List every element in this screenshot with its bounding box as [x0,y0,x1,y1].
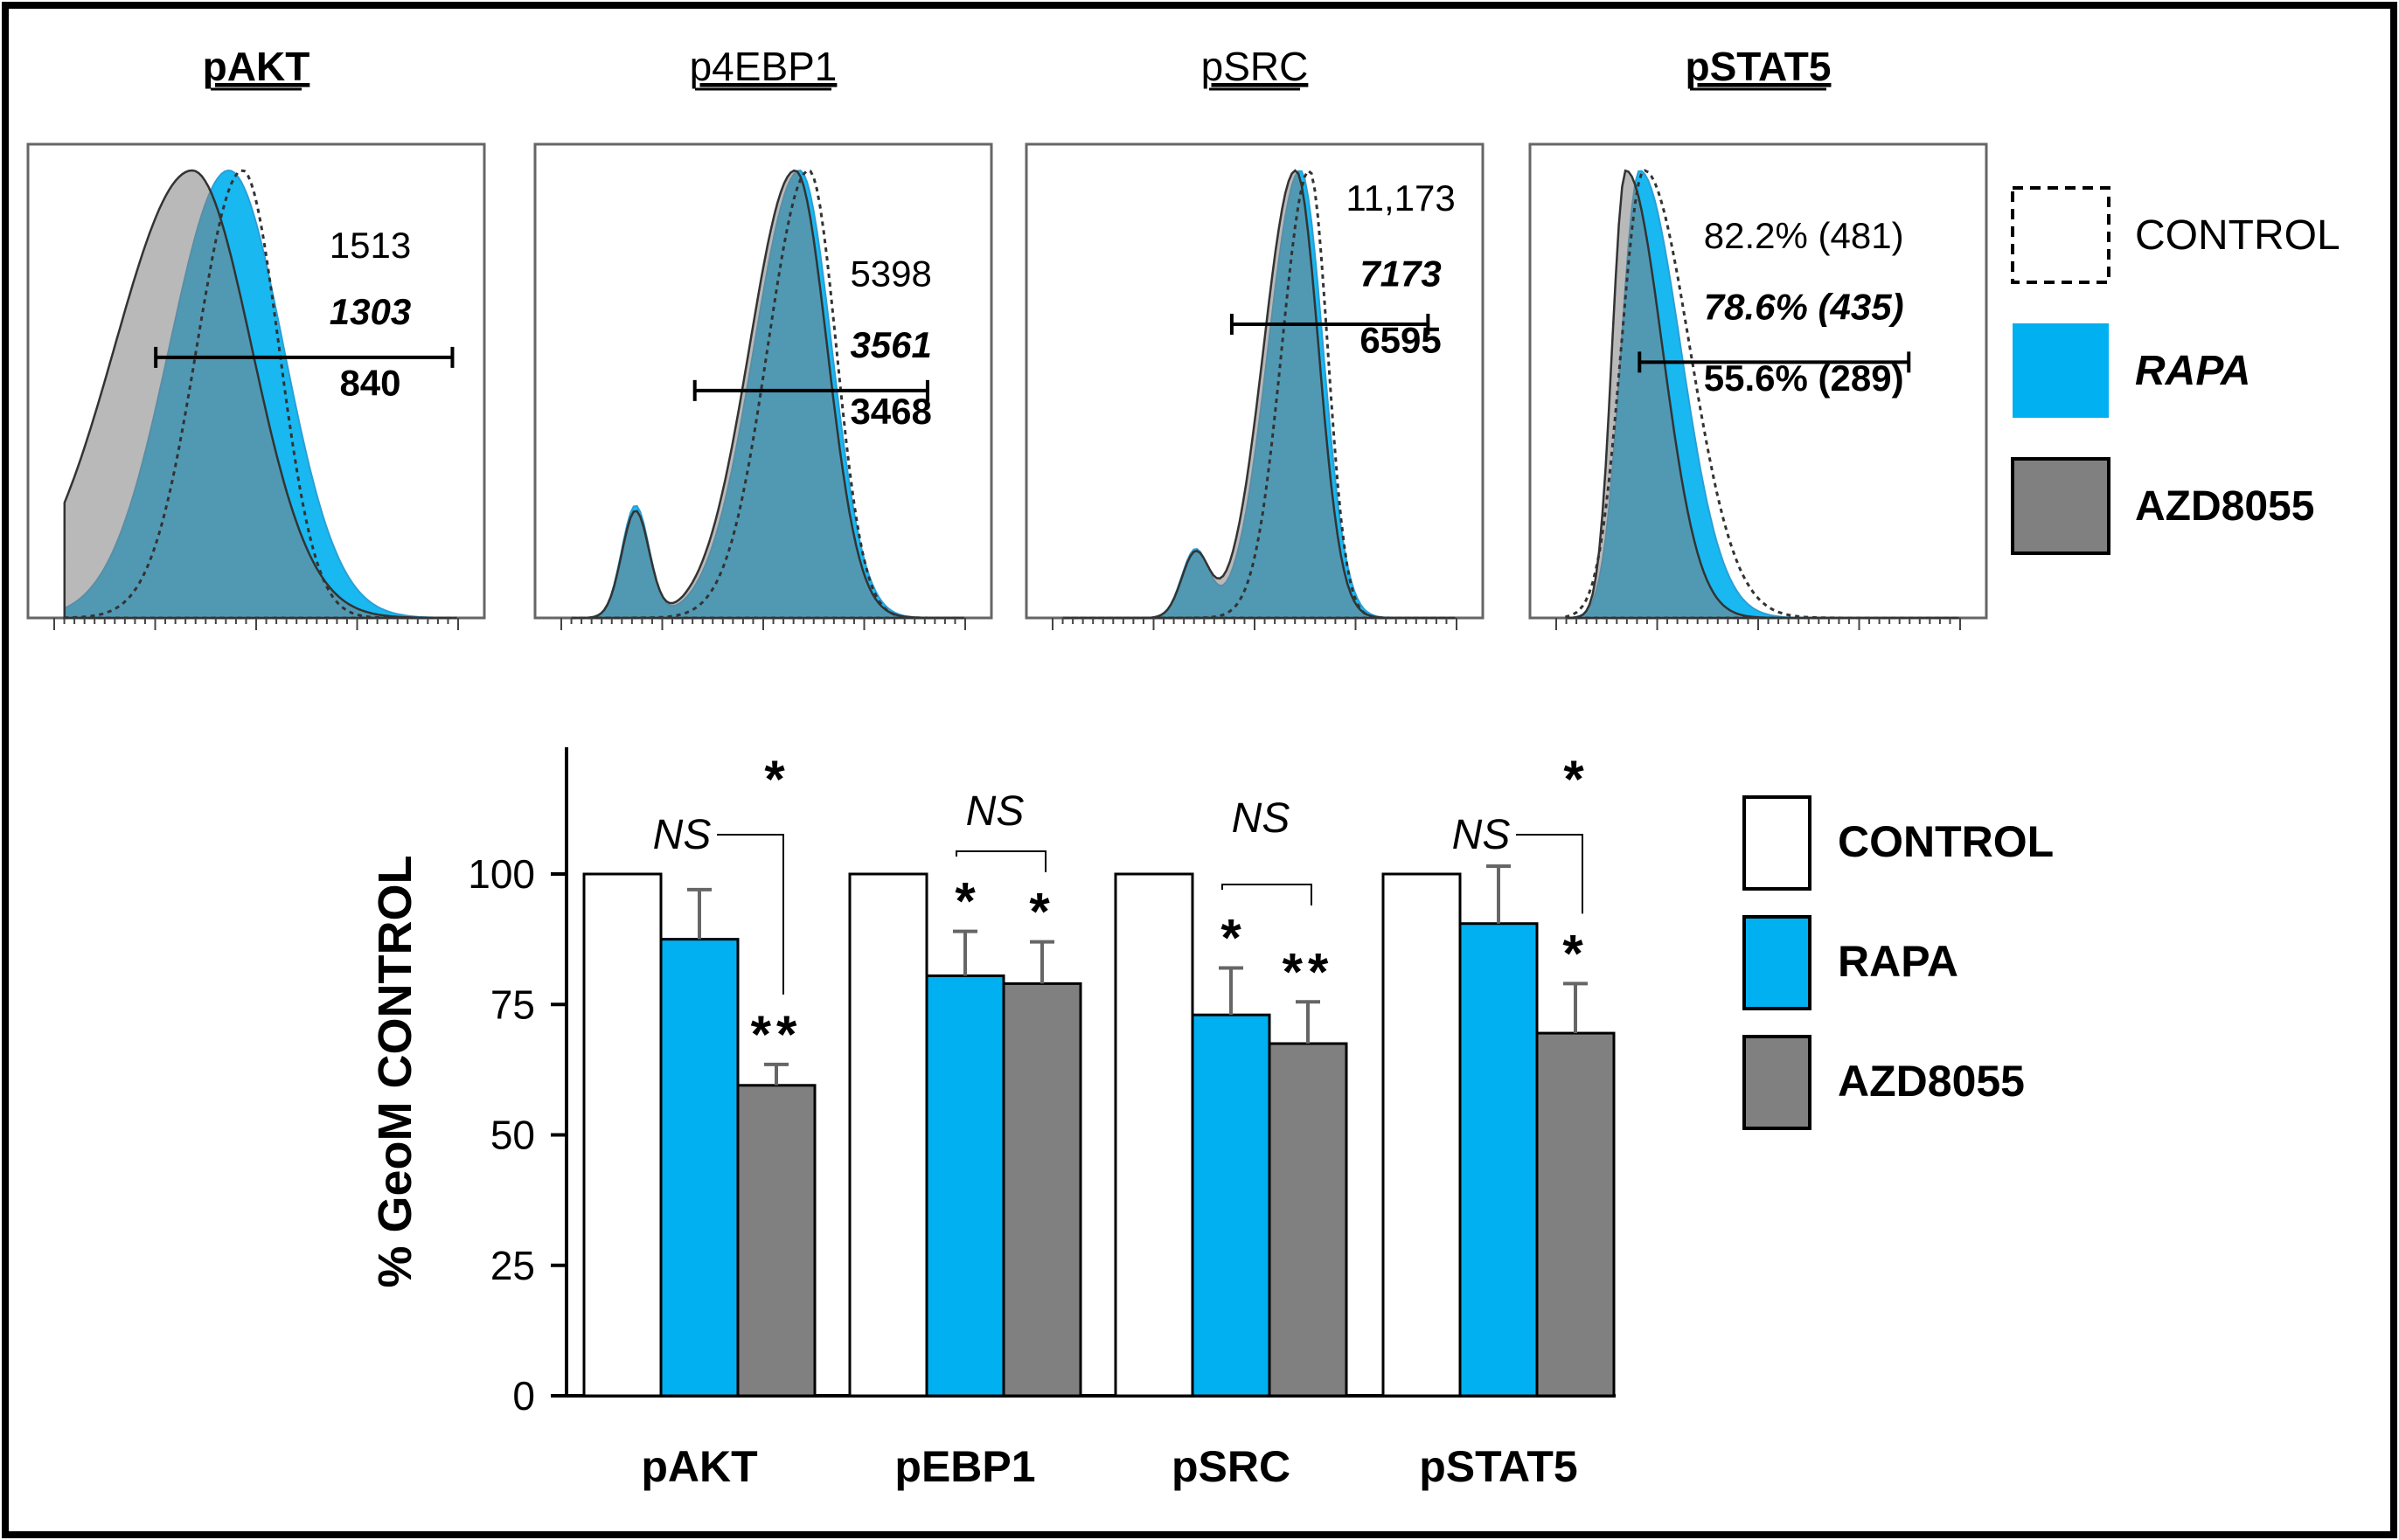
bar [736,1084,817,1398]
significance-star: * [764,750,785,808]
histogram-legend: CONTROL RAPA AZD8055 [2011,186,2340,555]
legend-label: RAPA [1838,937,1958,986]
histogram-value: 840 [339,362,400,403]
legend-swatch [2011,457,2110,555]
x-tick-label: pSTAT5 [1419,1442,1577,1491]
bar [1191,1013,1271,1398]
histogram-value: 1513 [330,225,411,266]
histogram-panel: pSTAT5 82.2% (481) 78.6% (435) 55.6% (289) [1528,44,1988,630]
control-histogram [63,169,457,620]
histogram-title: p4EBP1 [690,44,838,89]
histogram-value: 3468 [850,391,931,432]
bar-chart: 0 25 50 75 100 % GeoM CONTROL pAKT pEBP1 pSRC pST… [369,747,1616,1491]
significance-ns: NS [966,788,1025,835]
x-tick-label: pEBP1 [894,1442,1035,1491]
significance-star: * [1220,908,1241,967]
y-tick-label: 0 [512,1373,535,1419]
significance-star: * [1563,750,1584,808]
significance-star: * [1029,883,1054,941]
control-histogram [1565,169,1959,620]
histogram-panel: p4EBP1 5398 3561 3468 [533,44,993,630]
histogram-value: 5398 [850,253,931,295]
legend-swatch [1742,795,1811,891]
histogram-panel: pAKT 1513 1303 840 [26,44,486,630]
bar [1381,872,1462,1398]
legend-label: RAPA [2135,348,2250,394]
significance-star: ** [751,1005,803,1064]
histogram-title: pSTAT5 [1686,44,1832,89]
histogram-value: 55.6% (289) [1704,357,1904,399]
legend-swatch [2011,186,2110,284]
y-tick-label: 50 [490,1113,535,1158]
histogram-value: 11,173 [1346,177,1455,219]
histogram-value: 1303 [330,291,411,332]
significance-bracket [956,850,1047,872]
significance-ns: NS [1232,795,1290,842]
bar [1002,982,1082,1398]
legend-label: AZD8055 [1838,1057,2025,1106]
histogram-panel: pSRC 11,173 7173 6595 [1025,44,1485,630]
azd8055-histogram [571,169,964,620]
histogram-value: 82.2% (481) [1704,215,1904,256]
bar [582,872,663,1398]
significance-ns: NS [1452,812,1511,858]
bar [1458,922,1539,1398]
significance-bracket [1221,884,1312,905]
histogram-title: pAKT [203,44,310,89]
control-histogram [1062,169,1456,620]
histogram-value: 7173 [1359,253,1441,295]
histogram-title: pSRC [1201,44,1309,89]
legend-swatch [2013,323,2109,418]
legend-swatch [1742,1035,1811,1130]
significance-bracket [1516,834,1583,914]
bar [925,974,1005,1398]
x-tick-label: pAKT [641,1442,757,1491]
x-tick-label: pSRC [1172,1442,1290,1491]
significance-star: ** [1283,942,1334,1001]
significance-ns: NS [653,812,712,858]
legend-label: AZD8055 [2135,483,2314,530]
histogram-panels: pAKT 1513 1303 840 p4EBP1 5398 3561 3468 pSRC 11,… [26,44,1988,630]
significance-bracket [717,834,784,995]
histogram-value: 3561 [850,324,931,365]
significance-star: * [955,872,976,931]
y-tick-label: 75 [490,982,535,1027]
control-histogram [571,169,964,620]
histogram-value: 6595 [1359,319,1441,360]
bar-legend: CONTROL RAPA AZD8055 [1742,795,2054,1130]
y-tick-label: 100 [468,851,535,897]
bar [848,872,928,1398]
bar [1114,872,1194,1398]
significance-star: * [1562,924,1588,982]
y-tick-label: 25 [490,1243,535,1288]
bar [659,938,740,1398]
legend-label: CONTROL [2135,212,2340,259]
histogram-value: 78.6% (435) [1704,287,1904,328]
legend-swatch [1742,915,1811,1010]
y-axis-label: % GeoM CONTROL [369,856,421,1288]
legend-label: CONTROL [1838,817,2054,866]
bar [1268,1042,1348,1398]
bar [1535,1031,1616,1398]
